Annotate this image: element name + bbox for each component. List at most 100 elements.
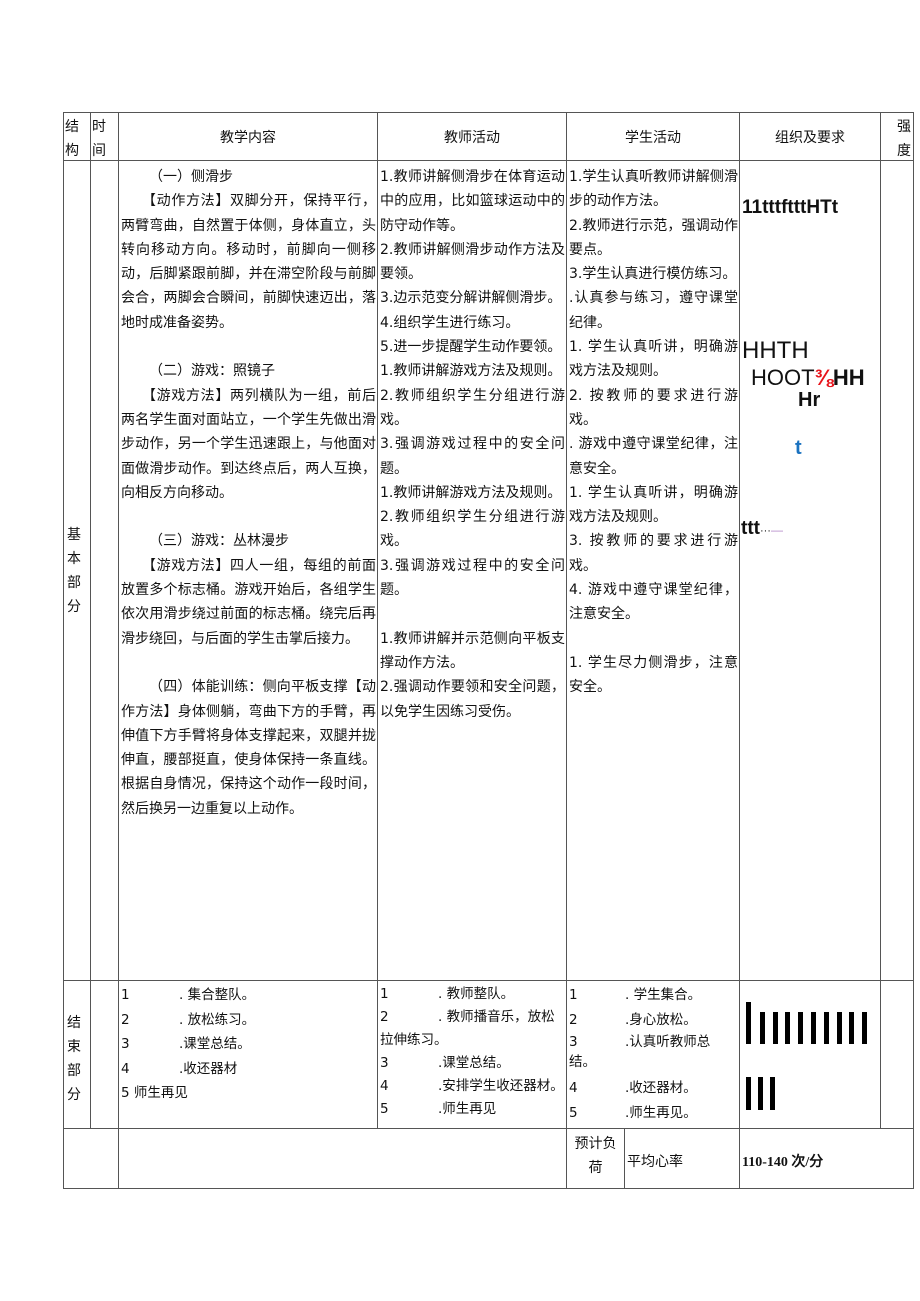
header-content: 教学内容 — [118, 112, 378, 161]
basic-student-cell: 1.学生认真听教师讲解侧滑步的动作方法。 2.教师进行示范，强调动作要点。 3.… — [566, 160, 740, 981]
formation-bar — [837, 1012, 842, 1044]
label-char: 束 — [67, 1039, 81, 1055]
formation-fraction: ⅜ — [814, 365, 833, 390]
basic-section-label: 基 本 部 分 — [63, 160, 91, 981]
formation-bar — [760, 1012, 765, 1044]
heart-rate-label: 平均心率 — [624, 1128, 740, 1189]
content-title: （三）游戏：丛林漫步 — [149, 533, 289, 550]
student-item: . 游戏中遵守课堂纪律，注意安全。 — [569, 436, 738, 477]
formation-bar — [862, 1012, 867, 1044]
content-title: （一）侧滑步 — [149, 169, 233, 185]
ending-student-item: 1. 学生集合。 — [569, 987, 702, 1003]
ending-content-item: 2. 放松练习。 — [121, 1011, 256, 1028]
teacher-item: 1.教师讲解并示范侧向平板支撑动作方法。 — [380, 630, 565, 671]
formation-text: ttt···— — [741, 518, 783, 539]
teacher-item: 1.教师讲解侧滑步在体育运动中的应用，比如篮球运动中的防守动作等。 — [380, 169, 565, 234]
ending-content-cell: 1. 集合整队。 2. 放松练习。 3 .课堂总结。 4 .收还器材 5 师生再见 — [118, 980, 378, 1129]
teacher-item: 2.教师讲解侧滑步动作方法及要领。 — [380, 241, 565, 283]
header-student: 学生活动 — [566, 112, 740, 161]
teacher-item: 3.强调游戏过程中的安全问题。 — [380, 557, 565, 599]
ending-student-item: 2 .身心放松。 — [569, 1011, 697, 1028]
ending-content-item: 1. 集合整队。 — [121, 987, 256, 1003]
teacher-item: 1.教师讲解游戏方法及规则。 — [380, 363, 562, 380]
header-time: 时间 — [90, 112, 119, 161]
footer-empty-cell — [63, 1128, 119, 1189]
student-item: 1.学生认真听教师讲解侧滑步的动作方法。 — [569, 169, 738, 210]
basic-organization-cell: 11tttftttHTt HHTH HOOT⅜HH Hr t ttt···— — [739, 160, 881, 981]
header-organization: 组织及要求 — [739, 112, 881, 161]
teacher-item: 1.教师讲解游戏方法及规则。 — [380, 484, 562, 501]
formation-text: HHTH — [742, 337, 809, 364]
student-item: 2. 按教师的要求进行游戏。 — [569, 387, 738, 428]
formation-bar — [758, 1077, 763, 1110]
label-char: 分 — [67, 599, 81, 615]
ending-time-cell — [90, 980, 119, 1129]
formation-text: 11tttftttHTt — [742, 197, 839, 218]
teacher-item: 3.强调游戏过程中的安全问题。 — [380, 436, 565, 477]
formation-bar — [785, 1012, 790, 1044]
formation-bar — [746, 1077, 751, 1110]
ending-teacher-item: 1. 教师整队。 — [380, 986, 515, 1002]
heart-rate-value: 110-140 次/分 — [739, 1128, 914, 1189]
formation-text: Hr — [798, 389, 821, 411]
student-item: 1. 学生认真听讲，明确游戏方法及规则。 — [569, 484, 738, 526]
ending-student-cell: 1. 学生集合。 2 .身心放松。 3 .认真听教师总结。 4 .收还器材。 5 .师生… — [566, 980, 740, 1129]
ending-section-label: 结 束 部 分 — [63, 980, 91, 1129]
label-char: 本 — [67, 551, 81, 567]
student-item: 3. 按教师的要求进行游戏。 — [569, 533, 738, 574]
teacher-item: 5.进一步提醒学生动作要领。 — [380, 339, 562, 356]
ending-teacher-item: 3 .课堂总结。 — [380, 1055, 510, 1071]
student-item: 4. 游戏中遵守课堂纪律，注意安全。 — [569, 582, 738, 623]
student-item: 3.学生认真进行模仿练习。 — [569, 266, 737, 283]
formation-bar — [811, 1012, 816, 1044]
student-item: .认真参与练习，遵守课堂纪律。 — [569, 290, 738, 331]
ending-organization-cell — [739, 980, 881, 1129]
teacher-item: 4.组织学生进行练习。 — [380, 314, 520, 331]
ending-content-item: 3 .课堂总结。 — [121, 1036, 251, 1052]
basic-content-cell: （一）侧滑步 【动作方法】双脚分开，保持平行，两臂弯曲，自然置于体侧，身体直立，… — [118, 160, 378, 981]
ending-student-item: 5 .师生再见。 — [569, 1104, 697, 1121]
header-intensity: 强度 — [880, 112, 914, 161]
ending-student-item: 4 .收还器材。 — [569, 1080, 697, 1096]
student-item: 1. 学生认真听讲，明确游戏方法及规则。 — [569, 339, 738, 380]
content-title: （二）游戏：照镜子 — [149, 363, 275, 380]
ending-content-item: 4 .收还器材 — [121, 1060, 238, 1077]
ending-student-item: 3 .认真听教师总结。 — [569, 1034, 711, 1070]
basic-intensity-cell — [880, 160, 914, 981]
ending-content-item: 5 师生再见 — [121, 1085, 188, 1101]
header-structure: 结构 — [63, 112, 91, 161]
student-item: 2.教师进行示范，强调动作要点。 — [569, 217, 738, 258]
content-text: （四）体能训练：侧向平板支撑【动作方法】身体侧躺，弯曲下方的手臂，再伸值下方手臂… — [121, 679, 376, 817]
formation-bar — [773, 1012, 778, 1044]
content-text: 【游戏方法】两列横队为一组，前后两名学生面对面站立，一个学生先做出滑步动作，另一… — [121, 387, 376, 501]
header-teacher: 教师活动 — [377, 112, 567, 161]
label-char: 基 — [67, 527, 81, 543]
ending-teacher-cell: 1. 教师整队。 2. 教师播音乐，放松拉伸练习。 3 .课堂总结。 4 .安排学生… — [377, 980, 567, 1129]
formation-bar — [798, 1012, 803, 1044]
formation-text: HOOT⅜HH — [751, 365, 865, 390]
basic-time-cell — [90, 160, 119, 981]
ending-teacher-item: 5 .师生再见 — [380, 1101, 497, 1117]
basic-teacher-cell: 1.教师讲解侧滑步在体育运动中的应用，比如篮球运动中的防守动作等。 2.教师讲解… — [377, 160, 567, 981]
footer-empty-cell — [118, 1128, 567, 1189]
teacher-item: 2.教师组织学生分组进行游戏。 — [380, 509, 565, 550]
student-item: 1. 学生尽力侧滑步，注意安全。 — [569, 654, 738, 696]
teacher-item: 2.强调动作要领和安全问题，以免学生因练习受伤。 — [380, 679, 565, 720]
teacher-item: 3.边示范变分解讲解侧滑步。 — [380, 290, 562, 307]
formation-marker: t — [795, 437, 802, 459]
formation-bar — [849, 1012, 854, 1044]
expected-load-label: 预计负荷 — [566, 1128, 625, 1189]
label-char: 结 — [67, 1015, 81, 1031]
content-text: 【游戏方法】四人一组，每组的前面放置多个标志桶。游戏开始后，各组学生依次用滑步绕… — [121, 557, 376, 647]
formation-bar — [746, 1002, 751, 1044]
formation-bar — [824, 1012, 829, 1044]
label-char: 部 — [67, 1063, 81, 1079]
formation-bar — [770, 1077, 775, 1110]
teacher-item: 2.教师组织学生分组进行游戏。 — [380, 387, 565, 428]
label-char: 分 — [67, 1087, 81, 1103]
ending-teacher-item: 2. 教师播音乐，放松拉伸练习。 — [380, 1009, 555, 1048]
label-char: 部 — [67, 575, 81, 591]
ending-intensity-cell — [880, 980, 914, 1129]
ending-teacher-item: 4 .安排学生收还器材。 — [380, 1078, 564, 1094]
